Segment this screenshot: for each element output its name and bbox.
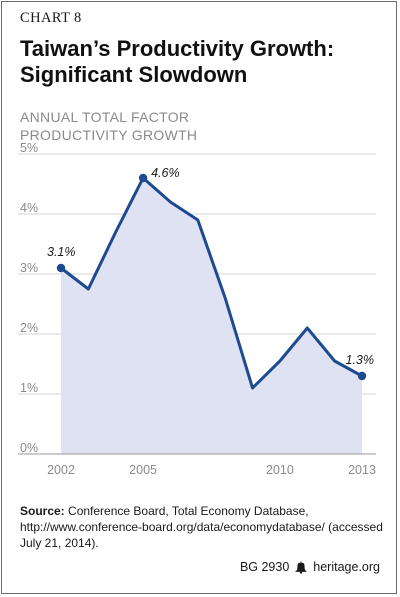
y-tick-label: 2%	[20, 321, 38, 335]
chart-subtitle: ANNUAL TOTAL FACTOR PRODUCTIVITY GROWTH	[20, 108, 320, 144]
data-point-2005	[138, 173, 148, 183]
source-text: Conference Board, Total Economy Database…	[20, 504, 383, 550]
data-label-2013: 1.3%	[346, 353, 375, 367]
data-point-2002	[56, 263, 66, 273]
report-code: BG 2930	[239, 560, 290, 574]
line-chart: 0% 1% 2% 3% 4% 5% 3.1% 4.6% 1.3% 2002 2005 2010 2013	[18, 141, 376, 477]
chart-title-line-1: Taiwan’s Productivity Growth:	[20, 36, 335, 61]
chart-subtitle-line-2: PRODUCTIVITY GROWTH	[20, 127, 198, 143]
data-label-2005: 4.6%	[151, 166, 180, 180]
y-tick-label: 3%	[20, 261, 38, 275]
chart-title-line-2: Significant Slowdown	[20, 62, 248, 87]
liberty-bell-icon	[295, 561, 308, 574]
x-tick-label: 2005	[129, 463, 157, 477]
y-tick-label: 1%	[20, 381, 38, 395]
chart-subtitle-line-1: ANNUAL TOTAL FACTOR	[20, 109, 190, 125]
chart-title: Taiwan’s Productivity Growth: Significan…	[20, 36, 390, 88]
y-tick-label: 5%	[20, 141, 38, 155]
source-label: Source:	[20, 504, 65, 518]
series-line	[60, 176, 363, 390]
chart-number: CHART 8	[20, 10, 82, 26]
footer: BG 2930 heritage.org	[240, 560, 380, 574]
data-label-2002: 3.1%	[47, 245, 76, 259]
website: heritage.org	[313, 560, 380, 574]
data-point-2013	[357, 371, 367, 381]
x-tick-label: 2002	[47, 463, 75, 477]
source-note: Source: Conference Board, Total Economy …	[20, 503, 385, 551]
x-tick-label: 2010	[266, 463, 294, 477]
y-tick-label: 4%	[20, 201, 38, 215]
x-tick-label: 2013	[348, 463, 376, 477]
y-tick-label: 0%	[20, 441, 38, 455]
area-fill	[61, 178, 362, 454]
